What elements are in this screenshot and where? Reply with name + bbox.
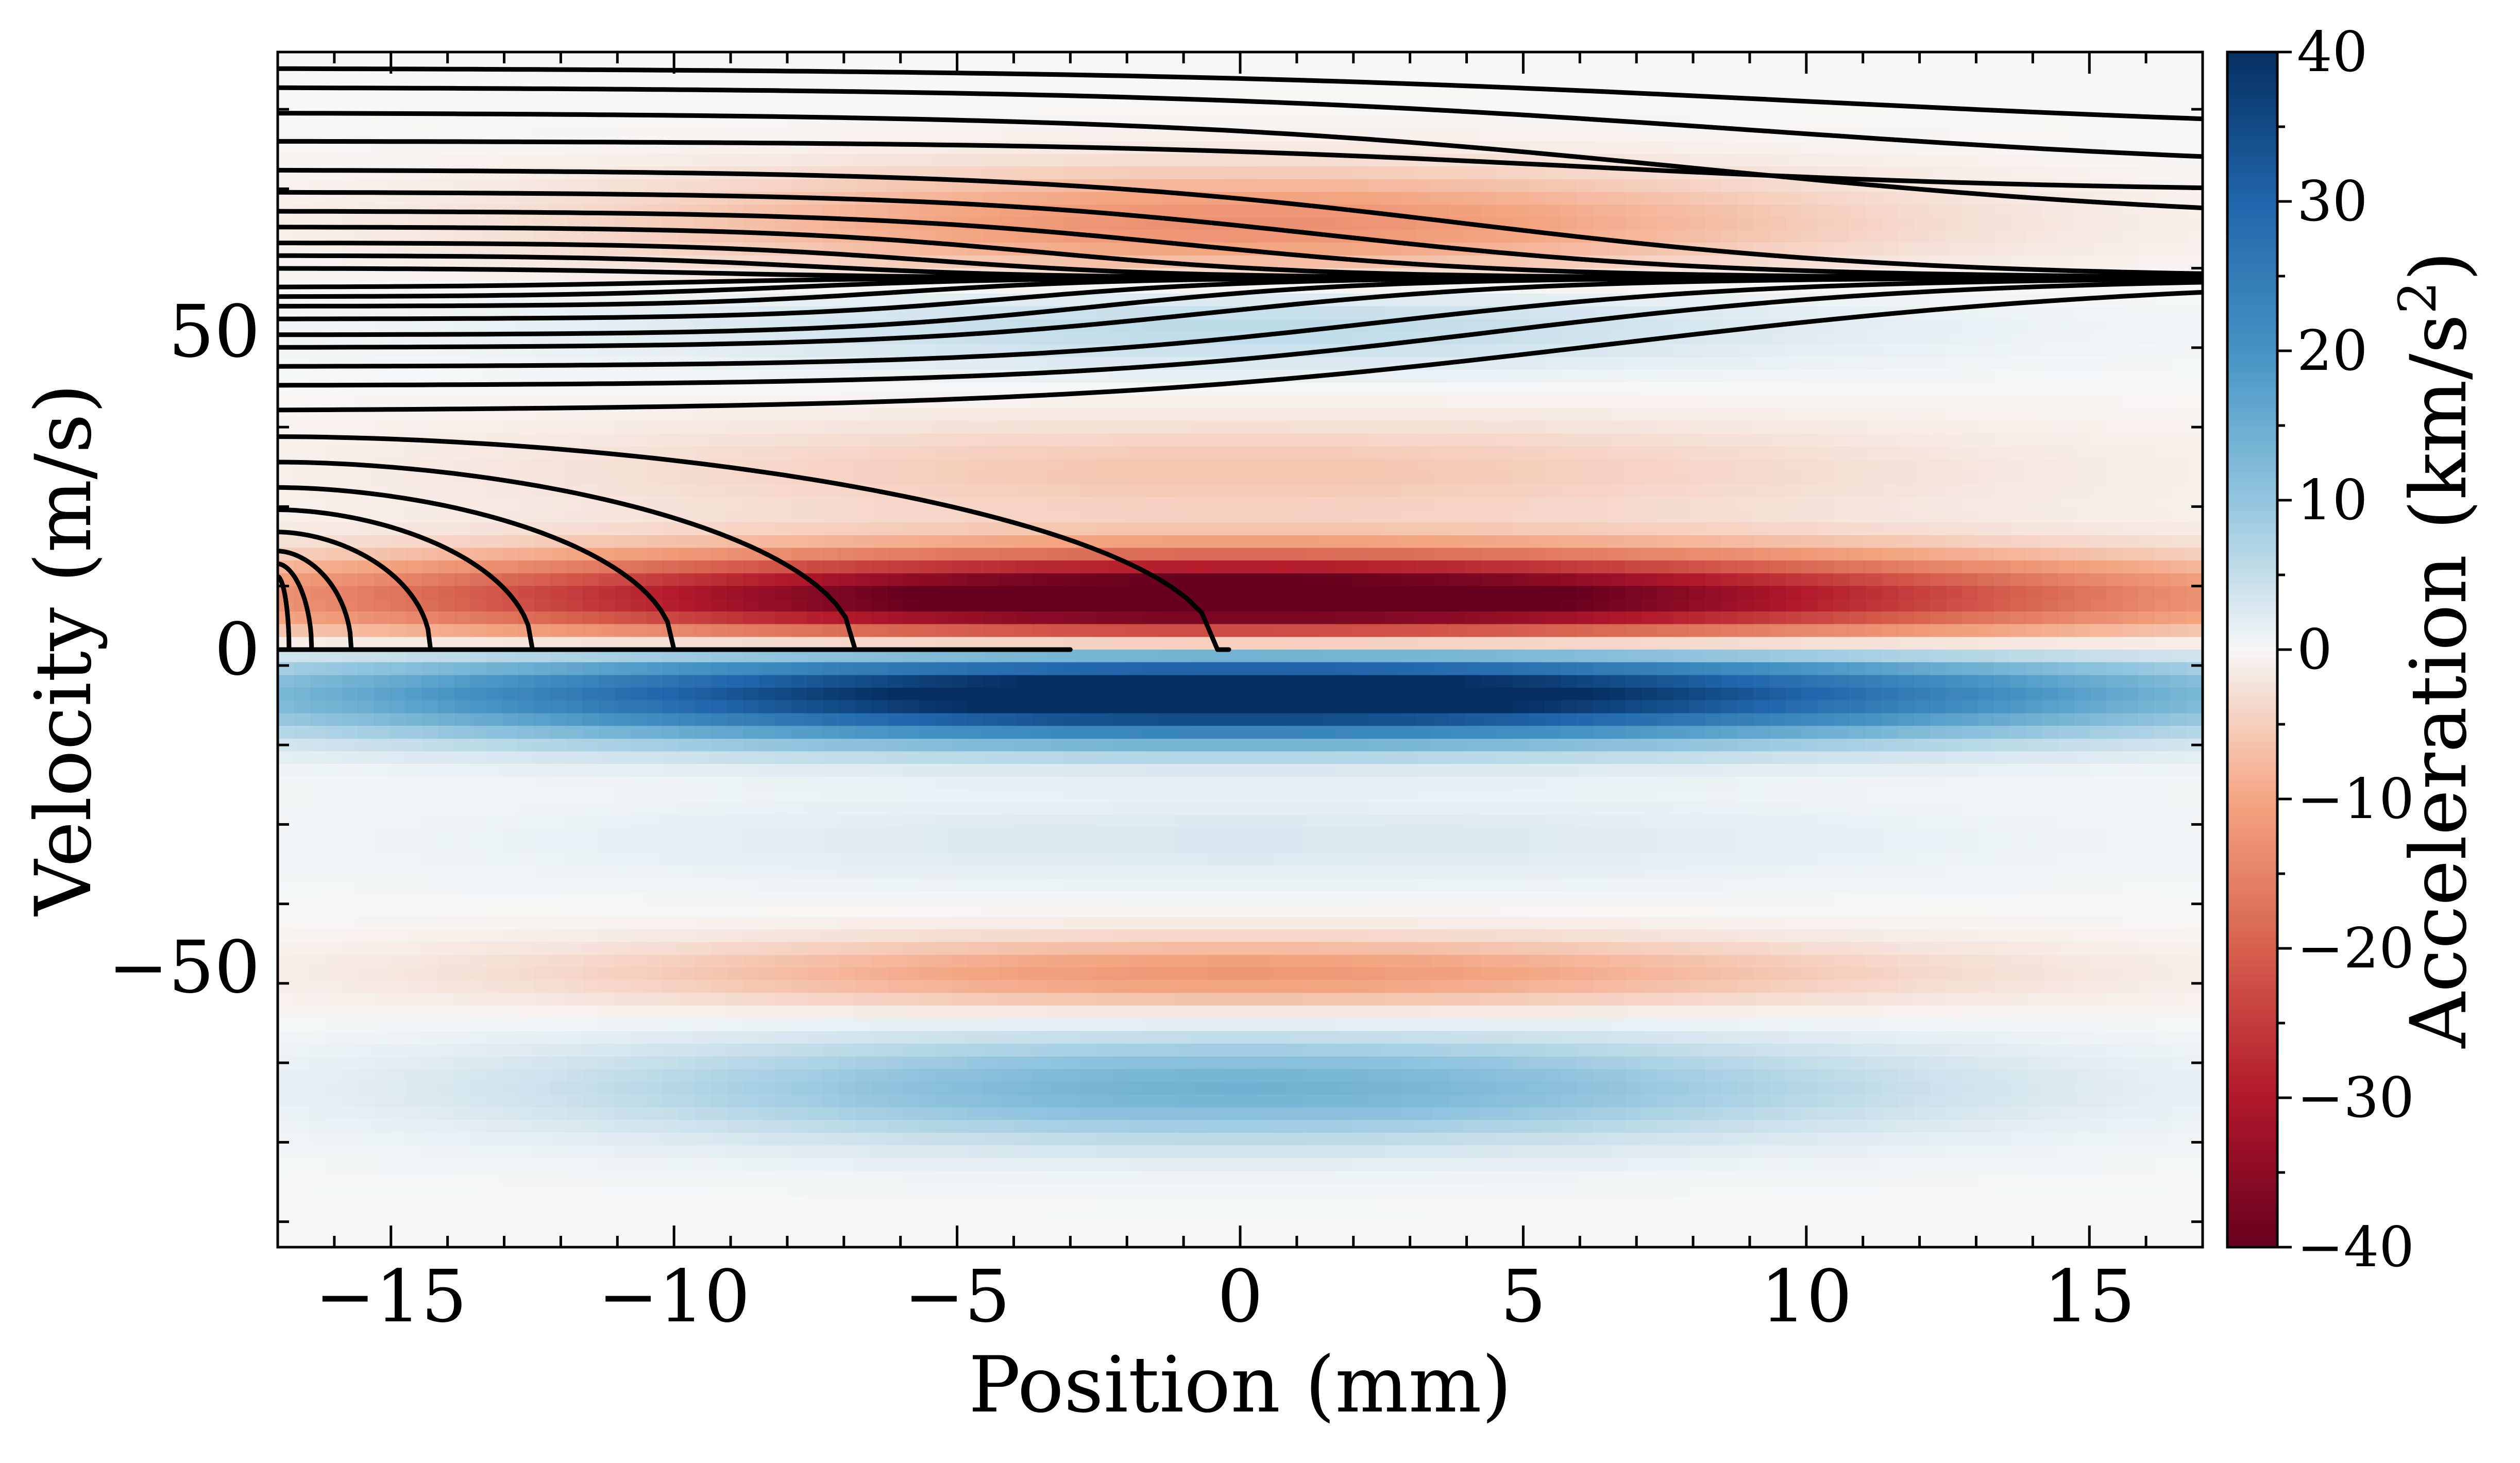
colorbar-tick-label: 40 [2297,20,2367,84]
stopped-trajectory-4 [278,530,445,652]
captured-trajectory-2 [278,280,2203,388]
x-axis-label: Position (mm) [969,1340,1512,1430]
captured-trajectory-3 [278,277,2203,369]
stopped-trajectory-6 [278,485,688,652]
captured-trajectory-14 [278,209,2203,280]
stopped-trajectory-2 [278,561,326,652]
colorbar-label-sup: 2 [2388,281,2448,314]
x-tick-label: −10 [598,1255,750,1339]
colorbar-label: Acceleration (km/s2) [2388,251,2484,1048]
captured-trajectory-15 [278,190,2203,279]
colorbar-tick-label: 20 [2297,319,2367,383]
stopped-trajectory-3 [278,549,365,652]
colorbar: −40 −30 −20 −10 0 10 20 30 40 Acceleration (km/s… [2226,20,2484,1280]
captured-trajectory-1 [278,290,2203,413]
partial-trajectory-3 [278,85,2203,159]
x-tick-label: 10 [1761,1255,1852,1339]
colorbar-tick-label: 10 [2297,468,2367,533]
y-tick-label: 50 [168,290,260,374]
colorbar-label-base: Acceleration (km/s [2394,314,2484,1049]
stopped-trajectory-7 [278,460,869,652]
stopped-trajectory-5 [278,507,546,652]
colorbar-tick-label: −30 [2297,1066,2414,1130]
x-tick-label: −15 [315,1255,467,1339]
x-tick-label: 15 [2043,1255,2135,1339]
trajectory-lines [278,66,2203,652]
x-tick-label: 5 [1500,1255,1546,1339]
partial-trajectory-2 [278,111,2203,211]
y-axis-label: Velocity (m/s) [19,383,109,916]
x-axis-ticks: −15 −10 −5 0 5 10 15 [276,52,2204,1339]
colorbar-ticks: −40 −30 −20 −10 0 10 20 30 40 [2277,20,2414,1280]
y-tick-label: −50 [108,926,260,1010]
y-tick-label: 0 [214,608,260,692]
x-tick-label: −5 [904,1255,1010,1339]
stopped-trajectory-1 [278,574,303,652]
stopped-trajectory-8 [278,434,1231,652]
colorbar-label-end: ) [2394,251,2484,281]
colorbar-tick-label: 0 [2297,618,2332,682]
colorbar-tick-label: −40 [2297,1215,2414,1280]
colorbar-tick-label: −10 [2297,767,2414,831]
colorbar-gradient [2227,52,2277,1247]
colorbar-tick-label: −20 [2297,916,2414,981]
partial-trajectory-4 [278,66,2203,122]
y-axis-ticks: −50 0 50 [108,108,2203,1223]
colorbar-tick-label: 30 [2297,169,2367,234]
captured-trajectory-16 [278,167,2203,276]
x-tick-label: 0 [1217,1255,1263,1339]
partial-trajectory-1 [278,139,2203,191]
